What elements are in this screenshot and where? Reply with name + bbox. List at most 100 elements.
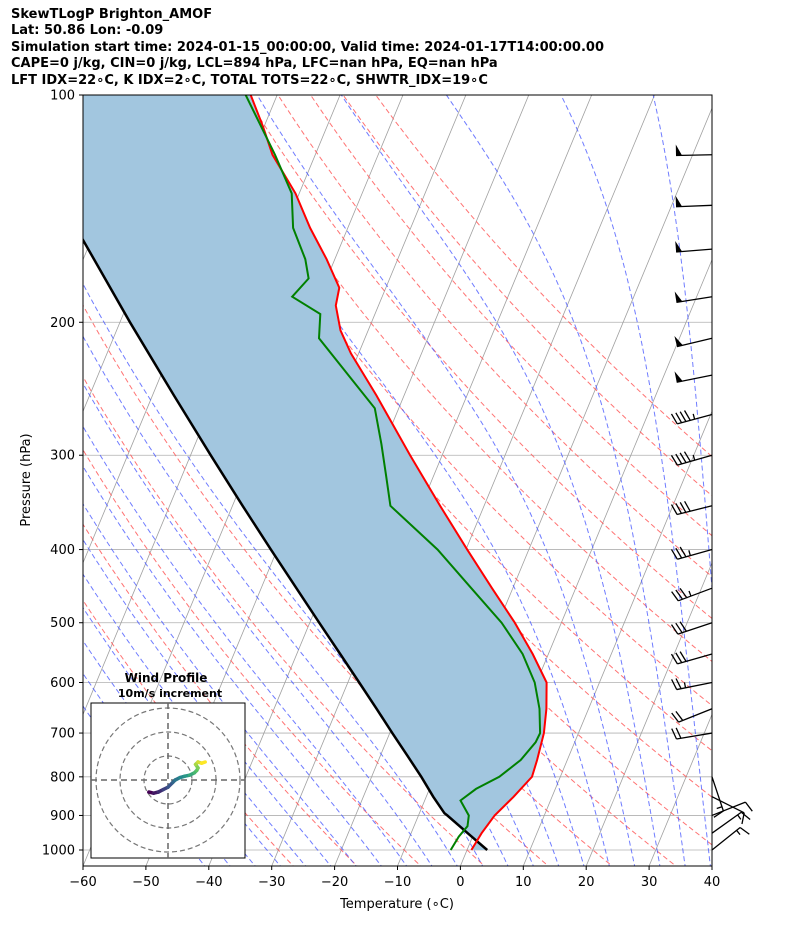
wind-barb-full bbox=[671, 679, 678, 690]
wind-barb-staff bbox=[711, 801, 746, 817]
wind-barb bbox=[670, 651, 713, 665]
wind-barb-full bbox=[675, 412, 683, 423]
x-tick-label: 10 bbox=[515, 875, 532, 890]
wind-barb-staff bbox=[711, 827, 741, 851]
wind-barb-full bbox=[675, 453, 683, 465]
wind-barb-full bbox=[679, 651, 687, 662]
wind-barb-staff bbox=[676, 681, 713, 691]
isotherm-line bbox=[83, 95, 89, 110]
isotherm-line bbox=[334, 95, 655, 866]
wind-barb bbox=[711, 811, 751, 834]
wind-barb-flag bbox=[675, 241, 683, 252]
wind-barb bbox=[670, 621, 713, 635]
y-tick-label: 1000 bbox=[42, 844, 75, 859]
wind-barb-staff bbox=[676, 248, 713, 253]
wind-barb bbox=[711, 776, 725, 818]
dry-adiabat bbox=[212, 95, 712, 663]
x-tick-label: −10 bbox=[384, 875, 411, 890]
wind-barb bbox=[711, 796, 745, 825]
chart-title: SkewTLogP Brighton_AMOF bbox=[11, 7, 213, 22]
cape-cin-shading bbox=[83, 95, 547, 850]
wind-barb-flag bbox=[674, 291, 683, 303]
x-tick-label: 40 bbox=[704, 875, 721, 890]
wind-barb-full bbox=[670, 413, 678, 425]
wind-barb-full bbox=[671, 728, 678, 740]
wind-barb-half bbox=[737, 814, 742, 820]
wind-barb-full bbox=[713, 810, 724, 818]
wind-barb-flag bbox=[674, 335, 683, 347]
y-tick-label: 800 bbox=[50, 770, 75, 785]
wind-barb-full bbox=[675, 547, 683, 559]
wind-barb bbox=[671, 708, 713, 723]
wind-barb-half bbox=[688, 590, 692, 597]
y-tick-label: 900 bbox=[50, 809, 75, 824]
wind-barb-full bbox=[675, 652, 683, 663]
wind-barb-staff bbox=[677, 548, 713, 560]
wind-barb bbox=[674, 291, 713, 304]
wind-barb-full bbox=[670, 455, 678, 466]
isotherm-line bbox=[271, 95, 593, 866]
dry-adiabat bbox=[179, 95, 712, 707]
wind-barb-full bbox=[675, 503, 683, 514]
x-axis-label: Temperature (∘C) bbox=[339, 897, 454, 912]
wind-barb-full bbox=[670, 504, 678, 515]
wind-barb-staff bbox=[677, 653, 713, 665]
time-line: Simulation start time: 2024-01-15_00:00:… bbox=[11, 39, 604, 55]
moist-adiabat bbox=[445, 95, 686, 866]
wind-barb-full bbox=[741, 812, 745, 825]
wind-barb-staff bbox=[677, 622, 713, 635]
wind-barb bbox=[670, 500, 713, 516]
wind-barb-full bbox=[670, 653, 678, 665]
y-axis-label: Pressure (hPa) bbox=[19, 433, 34, 526]
wind-barb bbox=[671, 727, 713, 740]
wind-barb-full bbox=[679, 502, 687, 513]
wind-barb-half bbox=[688, 550, 691, 556]
moist-adiabat bbox=[83, 606, 282, 866]
wind-barb-full bbox=[679, 546, 687, 558]
x-tick-label: −60 bbox=[69, 875, 96, 890]
x-tick-label: 20 bbox=[578, 875, 595, 890]
wind-barb-half bbox=[692, 454, 696, 461]
dry-adiabat bbox=[83, 599, 294, 866]
wind-barb bbox=[675, 241, 713, 253]
wind-barb bbox=[671, 678, 713, 691]
moist-adiabat bbox=[83, 639, 256, 866]
dry-adiabat bbox=[375, 95, 712, 458]
x-tick-label: 0 bbox=[456, 875, 464, 890]
moist-adiabat bbox=[83, 465, 382, 866]
hodograph-segment bbox=[199, 760, 207, 765]
y-tick-label: 300 bbox=[50, 449, 75, 464]
moist-adiabat bbox=[83, 503, 357, 866]
wind-barb-full bbox=[675, 622, 683, 634]
parcel-profile-line bbox=[83, 237, 489, 851]
y-tick-label: 700 bbox=[50, 727, 75, 742]
wind-barb bbox=[674, 335, 713, 348]
wind-barb bbox=[711, 801, 753, 817]
x-tick-label: −50 bbox=[132, 875, 159, 890]
moist-adiabat bbox=[560, 95, 711, 866]
wind-barb-full bbox=[671, 712, 680, 723]
moist-adiabat bbox=[256, 95, 636, 866]
wind-barb-full bbox=[675, 727, 682, 739]
dry-adiabat bbox=[83, 523, 358, 866]
indices-line-1: CAPE=0 j/kg, CIN=0 j/kg, LCL=894 hPa, LF… bbox=[11, 56, 498, 72]
wind-barb-staff bbox=[676, 505, 713, 516]
wind-barb-full bbox=[675, 589, 684, 600]
wind-barb bbox=[671, 587, 713, 602]
wind-barb-flag bbox=[675, 144, 683, 156]
isotherm-line bbox=[648, 713, 712, 866]
wind-barb-staff bbox=[675, 154, 713, 157]
isotherm-line bbox=[711, 864, 712, 866]
location-line: Lat: 50.86 Lon: -0.09 bbox=[11, 23, 164, 39]
wind-barb-full bbox=[675, 710, 684, 721]
y-tick-label: 600 bbox=[50, 676, 75, 691]
chart-header: SkewTLogP Brighton_AMOF Lat: 50.86 Lon: … bbox=[11, 7, 604, 89]
wind-barb-full bbox=[679, 621, 687, 632]
wind-barb-full bbox=[684, 500, 691, 512]
wind-barb-full bbox=[670, 549, 678, 560]
wind-barb bbox=[711, 826, 750, 851]
wind-barb-staff bbox=[711, 811, 742, 834]
temperature-profile-line bbox=[249, 95, 548, 851]
wind-barb-half bbox=[692, 413, 696, 420]
